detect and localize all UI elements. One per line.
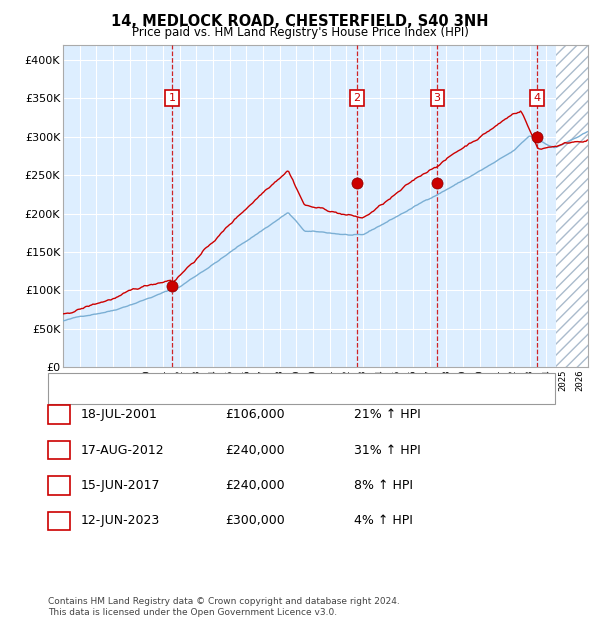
- Text: 4% ↑ HPI: 4% ↑ HPI: [354, 515, 413, 527]
- Text: 4: 4: [55, 515, 63, 527]
- Text: HPI: Average price, detached house, Chesterfield: HPI: Average price, detached house, Ches…: [93, 392, 349, 402]
- Text: 18-JUL-2001: 18-JUL-2001: [81, 409, 158, 421]
- Text: 2: 2: [353, 93, 361, 103]
- Text: 21% ↑ HPI: 21% ↑ HPI: [354, 409, 421, 421]
- Text: 2: 2: [55, 444, 63, 456]
- Text: £240,000: £240,000: [225, 444, 284, 456]
- Text: 1: 1: [169, 93, 175, 103]
- Text: 31% ↑ HPI: 31% ↑ HPI: [354, 444, 421, 456]
- Text: 14, MEDLOCK ROAD, CHESTERFIELD, S40 3NH: 14, MEDLOCK ROAD, CHESTERFIELD, S40 3NH: [111, 14, 489, 29]
- Text: 3: 3: [55, 479, 63, 492]
- Text: ——: ——: [59, 373, 89, 389]
- Text: Price paid vs. HM Land Registry's House Price Index (HPI): Price paid vs. HM Land Registry's House …: [131, 26, 469, 39]
- Text: Contains HM Land Registry data © Crown copyright and database right 2024.
This d: Contains HM Land Registry data © Crown c…: [48, 598, 400, 617]
- Bar: [556, 45, 588, 367]
- Text: ——: ——: [59, 390, 89, 405]
- Text: 17-AUG-2012: 17-AUG-2012: [81, 444, 164, 456]
- Text: £240,000: £240,000: [225, 479, 284, 492]
- Text: 14, MEDLOCK ROAD, CHESTERFIELD, S40 3NH (detached house): 14, MEDLOCK ROAD, CHESTERFIELD, S40 3NH …: [93, 376, 428, 386]
- Text: 3: 3: [434, 93, 440, 103]
- Text: 4: 4: [533, 93, 541, 103]
- Text: £106,000: £106,000: [225, 409, 284, 421]
- Text: 12-JUN-2023: 12-JUN-2023: [81, 515, 160, 527]
- Text: 8% ↑ HPI: 8% ↑ HPI: [354, 479, 413, 492]
- Text: 1: 1: [55, 409, 63, 421]
- Text: 15-JUN-2017: 15-JUN-2017: [81, 479, 161, 492]
- Text: £300,000: £300,000: [225, 515, 285, 527]
